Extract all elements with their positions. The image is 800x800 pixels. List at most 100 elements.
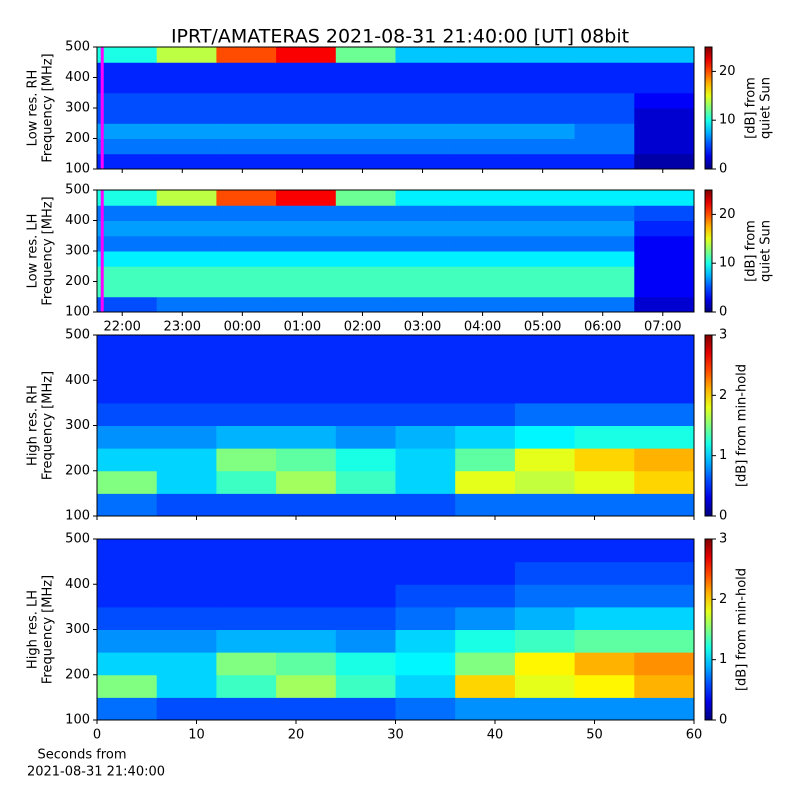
heatmap-cell	[276, 493, 337, 517]
heatmap-cell	[574, 296, 635, 313]
heatmap-cell	[395, 153, 456, 170]
x-tick-label: 30	[387, 728, 404, 743]
heatmap-cell	[276, 77, 337, 94]
heatmap-cell	[97, 251, 158, 267]
heatmap-cell	[395, 561, 456, 585]
heatmap-cell	[634, 674, 695, 698]
heatmap-cell	[574, 138, 635, 155]
heatmap-cell	[335, 77, 396, 94]
heatmap-cell	[634, 190, 695, 206]
heatmap-cell	[395, 220, 456, 237]
heatmap-cell	[335, 674, 396, 698]
heatmap-cell	[574, 47, 635, 63]
heatmap-cell	[574, 697, 635, 721]
heatmap-cell	[455, 281, 516, 298]
heatmap-cell	[634, 380, 695, 404]
x-tick-label: 06:00	[584, 320, 621, 335]
y-tick-label: 500	[65, 183, 90, 198]
heatmap-cell	[574, 357, 635, 381]
heatmap-cell	[514, 281, 576, 298]
heatmap-cell	[514, 108, 576, 124]
colorbar-label: quiet Sun	[759, 77, 774, 139]
heatmap-cell	[97, 138, 158, 155]
heatmap-cell	[97, 335, 158, 359]
heatmap-cell	[455, 190, 516, 206]
heatmap-cell	[395, 281, 456, 298]
heatmap-cell	[156, 138, 217, 155]
heatmap-cell	[395, 470, 456, 494]
heatmap-cell	[455, 697, 516, 721]
heatmap-cell	[216, 561, 277, 585]
heatmap-cell	[216, 123, 277, 139]
x-tick-label: 60	[686, 728, 703, 743]
heatmap-cell	[634, 47, 695, 63]
heatmap-cell	[156, 425, 217, 449]
heatmap-cell	[276, 205, 337, 221]
heatmap-cell	[335, 62, 396, 78]
heatmap-cell	[97, 470, 158, 494]
heatmap-cell	[156, 153, 217, 170]
heatmap-cell	[455, 296, 516, 313]
heatmap-cell	[455, 138, 516, 155]
heatmap-cell	[335, 380, 396, 404]
heatmap-cell	[634, 220, 695, 237]
heatmap-cell	[216, 47, 277, 63]
heatmap-cell	[97, 425, 158, 449]
colorbar-tick-label: 20	[719, 64, 736, 79]
heatmap-cell	[514, 138, 576, 155]
heatmap-cell	[395, 296, 456, 313]
heatmap-cell	[335, 296, 396, 313]
colorbar-tick-label: 20	[719, 207, 736, 222]
heatmap-cell	[97, 606, 158, 630]
heatmap-cell	[276, 296, 337, 313]
y-axis-label: Frequency [MHz]	[41, 575, 56, 684]
colorbar	[704, 189, 713, 313]
heatmap-cell	[574, 123, 635, 139]
heatmap-cell	[634, 448, 695, 472]
x-tick-label: 03:00	[404, 320, 441, 335]
x-tick-label: 00:00	[224, 320, 261, 335]
heatmap-cell	[514, 235, 576, 252]
heatmap-cell	[455, 357, 516, 381]
heatmap-cell	[97, 296, 158, 313]
heatmap-cell	[276, 402, 337, 426]
heatmap-cell	[216, 539, 277, 563]
heatmap-cell	[514, 697, 576, 721]
heatmap-cell	[156, 697, 217, 721]
y-tick-label: 200	[65, 131, 90, 146]
heatmap-cell	[634, 77, 695, 94]
y-tick-label: 400	[65, 213, 90, 228]
heatmap-cell	[514, 674, 576, 698]
x-tick-label: 20	[288, 728, 305, 743]
colorbar	[704, 334, 713, 517]
heatmap-cell	[97, 266, 158, 282]
heatmap-cell	[395, 652, 456, 676]
heatmap-cell	[216, 652, 277, 676]
heatmap-cell	[634, 281, 695, 298]
colorbar	[704, 538, 713, 721]
heatmap-cell	[156, 629, 217, 653]
heatmap-cell	[335, 402, 396, 426]
heatmap-cell	[455, 205, 516, 221]
heatmap-cell	[455, 47, 516, 63]
heatmap-cell	[97, 281, 158, 298]
heatmap-cell	[395, 92, 456, 109]
heatmap-cell	[156, 266, 217, 282]
heatmap-cell	[455, 153, 516, 170]
heatmap-cell	[216, 153, 277, 170]
heatmap-cell	[335, 584, 396, 608]
heatmap-cell	[395, 335, 456, 359]
heatmap-cell	[156, 357, 217, 381]
y-tick-label: 400	[65, 373, 90, 388]
heatmap-cell	[395, 266, 456, 282]
heatmap-cell	[514, 652, 576, 676]
heatmap-cell	[156, 92, 217, 109]
y-axis-label: Frequency [MHz]	[41, 196, 56, 305]
heatmap-cell	[574, 92, 635, 109]
heatmap-cell	[455, 251, 516, 267]
heatmap-cell	[455, 380, 516, 404]
heatmap-cell	[276, 62, 337, 78]
heatmap-cell	[574, 674, 635, 698]
heatmap-cell	[634, 561, 695, 585]
colorbar-tick-label: 3	[719, 328, 727, 343]
